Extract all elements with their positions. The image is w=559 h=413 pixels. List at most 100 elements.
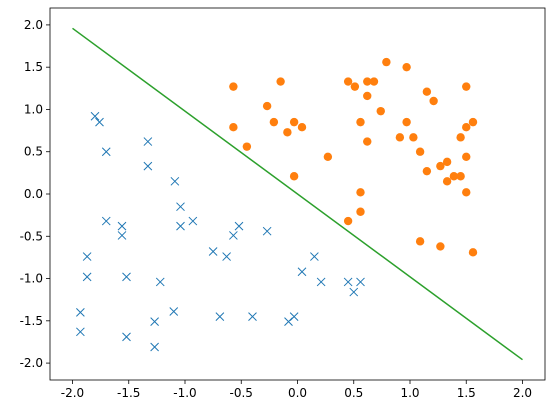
circle-marker-point <box>363 91 372 101</box>
x-marker-point <box>150 342 159 352</box>
circle-marker-point <box>436 242 445 251</box>
circle-marker-point <box>442 177 452 186</box>
circle-marker-point <box>429 96 438 106</box>
x-marker-point <box>343 277 353 287</box>
x-marker-point <box>356 277 365 287</box>
x-marker-point <box>316 277 326 287</box>
circle-marker-point <box>376 106 385 116</box>
circle-marker-point <box>468 117 478 127</box>
x-marker-point <box>143 137 153 146</box>
circle-marker-point <box>297 123 307 132</box>
y-tick-label: 2.0 <box>24 18 43 32</box>
x-marker-point <box>176 202 185 212</box>
x-marker-point <box>101 216 111 226</box>
marks-layer <box>72 27 523 361</box>
x-marker-point <box>122 332 131 342</box>
circle-marker-point <box>422 87 432 96</box>
x-tick-label: -1.5 <box>117 386 140 400</box>
x-marker-point <box>222 252 231 261</box>
x-marker-point <box>208 247 218 256</box>
circle-marker-point <box>456 133 465 142</box>
x-marker-point <box>262 226 272 236</box>
x-tick-label: -1.0 <box>173 386 196 400</box>
circle-marker-point <box>356 117 365 127</box>
y-tick-label: 0.0 <box>24 187 43 201</box>
y-tick-label: 1.0 <box>24 102 43 116</box>
circle-marker-point <box>449 172 459 181</box>
circle-marker-point <box>462 82 471 91</box>
circle-marker-point <box>262 101 272 111</box>
circle-marker-point <box>343 216 353 226</box>
x-tick-label: 2.0 <box>513 386 532 400</box>
circle-marker-point <box>415 237 425 246</box>
decision-boundary-line <box>72 27 523 361</box>
y-tick-label: 0.5 <box>24 145 43 159</box>
circle-marker-point <box>356 207 365 216</box>
circle-marker-point <box>402 117 411 127</box>
x-marker-point <box>349 287 359 297</box>
x-marker-point <box>169 307 179 316</box>
x-marker-point <box>117 231 127 240</box>
circle-marker-point <box>229 82 238 91</box>
y-tick-label: 1.5 <box>24 60 43 74</box>
circle-marker-point <box>242 142 252 151</box>
circle-marker-point <box>289 117 299 127</box>
x-tick-label: 1.0 <box>400 386 419 400</box>
y-tick-label: -1.0 <box>20 272 43 286</box>
circle-marker-point <box>343 77 353 86</box>
x-marker-point <box>248 312 257 321</box>
x-marker-point <box>82 272 92 282</box>
x-tick-label: 0.0 <box>288 386 307 400</box>
circle-marker-point <box>369 77 379 86</box>
x-marker-point <box>170 176 180 186</box>
circle-marker-point <box>269 117 279 127</box>
x-marker-point <box>176 221 185 231</box>
circle-marker-point <box>382 57 391 67</box>
x-marker-point <box>143 161 153 171</box>
circle-marker-point <box>436 161 445 171</box>
circle-marker-point <box>289 172 299 181</box>
y-tick-label: -0.5 <box>20 229 43 243</box>
x-marker-point <box>122 272 131 282</box>
x-marker-point <box>234 221 244 231</box>
circle-marker-point <box>442 157 452 167</box>
y-tick-label: -2.0 <box>20 356 43 370</box>
circle-marker-point <box>468 248 478 257</box>
x-marker-point <box>310 252 319 261</box>
x-tick-label: 1.5 <box>457 386 476 400</box>
x-tick-label: -0.5 <box>230 386 253 400</box>
circle-marker-point <box>363 137 372 146</box>
circle-marker-point <box>229 123 238 132</box>
circle-marker-point <box>276 77 285 86</box>
circle-marker-point <box>350 82 360 91</box>
x-marker-point <box>155 277 165 287</box>
circle-marker-point <box>422 166 432 176</box>
x-marker-point <box>117 221 127 231</box>
x-marker-point <box>150 317 159 327</box>
x-marker-point <box>284 317 293 327</box>
x-marker-point <box>90 111 100 121</box>
x-tick-label: 0.5 <box>344 386 363 400</box>
x-marker-point <box>297 267 307 277</box>
circle-marker-point <box>283 128 292 137</box>
circle-marker-point <box>363 77 372 86</box>
circle-marker-point <box>456 172 465 181</box>
x-tick-label: -2.0 <box>61 386 84 400</box>
circle-marker-point <box>402 62 411 72</box>
x-marker-point <box>101 147 111 157</box>
circle-marker-point <box>323 152 333 161</box>
circle-marker-point <box>462 123 471 132</box>
x-marker-point <box>229 231 238 240</box>
circle-marker-point <box>462 188 471 197</box>
x-marker-point <box>188 216 198 226</box>
x-marker-point <box>76 327 85 337</box>
circle-marker-point <box>415 147 425 156</box>
x-marker-point <box>95 117 104 127</box>
circle-marker-point <box>395 133 405 142</box>
circle-marker-point <box>409 133 418 142</box>
x-marker-point <box>215 312 225 321</box>
axis-layer: -2.0 -1.5 -1.0 -0.5 0.0 0.5 1.0 1.5 2.0 -2.0 -1.5 -… <box>20 18 532 400</box>
x-marker-point <box>82 252 92 261</box>
